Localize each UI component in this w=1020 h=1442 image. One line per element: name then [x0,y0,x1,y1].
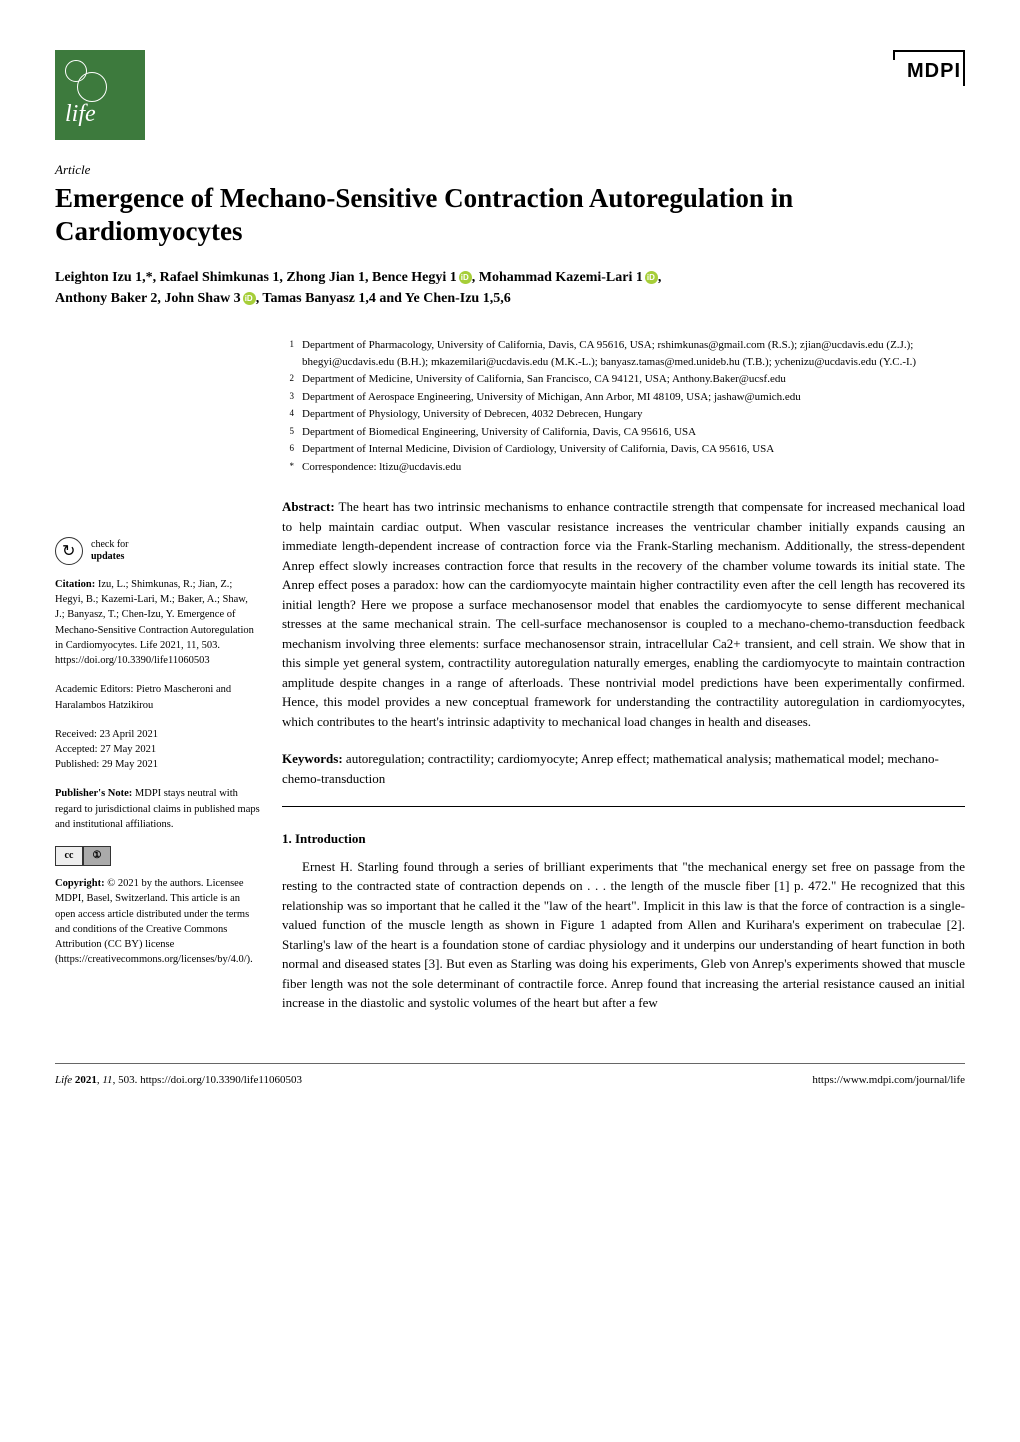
affiliation-row: 3Department of Aerospace Engineering, Un… [282,389,965,406]
footer-left: Life 2021, 11, 503. https://doi.org/10.3… [55,1072,302,1089]
sidebar: check for updates Citation: Izu, L.; Shi… [55,337,260,1013]
editors-block: Academic Editors: Pietro Mascheroni and … [55,682,260,712]
keywords-text: autoregulation; contractility; cardiomyo… [282,751,939,786]
check-updates-badge[interactable]: check for updates [55,537,260,565]
abstract-text: The heart has two intrinsic mechanisms t… [282,499,965,729]
page-footer: Life 2021, 11, 503. https://doi.org/10.3… [55,1063,965,1089]
affiliation-row: 2Department of Medicine, University of C… [282,371,965,388]
article-title: Emergence of Mechano-Sensitive Contracti… [55,182,965,250]
copyright-block: Copyright: © 2021 by the authors. Licens… [55,876,260,967]
affiliation-row: 5Department of Biomedical Engineering, U… [282,424,965,441]
footer-right[interactable]: https://www.mdpi.com/journal/life [812,1072,965,1089]
section-heading: 1. Introduction [282,829,965,849]
refresh-icon [55,537,83,565]
section-divider [282,806,965,807]
publisher-note-block: Publisher's Note: MDPI stays neutral wit… [55,786,260,832]
orcid-icon[interactable] [645,271,658,284]
citation-block: Citation: Izu, L.; Shimkunas, R.; Jian, … [55,577,260,668]
publisher-logo: MDPI [899,50,965,86]
affiliations-list: 1Department of Pharmacology, University … [282,337,965,475]
cc-icon: cc [55,846,83,866]
orcid-icon[interactable] [243,292,256,305]
cc-license-badge[interactable]: cc ① [55,846,260,866]
by-icon: ① [83,846,111,866]
affiliation-row: 1Department of Pharmacology, University … [282,337,965,370]
affiliation-row: *Correspondence: ltizu@ucdavis.edu [282,459,965,476]
affiliation-row: 6Department of Internal Medicine, Divisi… [282,441,965,458]
intro-paragraph: Ernest H. Starling found through a serie… [282,857,965,1013]
authors-list: Leighton Izu 1,*, Rafael Shimkunas 1, Zh… [55,267,965,309]
keywords: Keywords: autoregulation; contractility;… [282,749,965,788]
journal-logo: life [55,50,145,140]
main-content: 1Department of Pharmacology, University … [282,337,965,1013]
abstract: Abstract: The heart has two intrinsic me… [282,497,965,731]
affiliation-row: 4Department of Physiology, University of… [282,406,965,423]
article-type: Article [55,160,965,180]
dates-block: Received: 23 April 2021 Accepted: 27 May… [55,727,260,773]
orcid-icon[interactable] [459,271,472,284]
